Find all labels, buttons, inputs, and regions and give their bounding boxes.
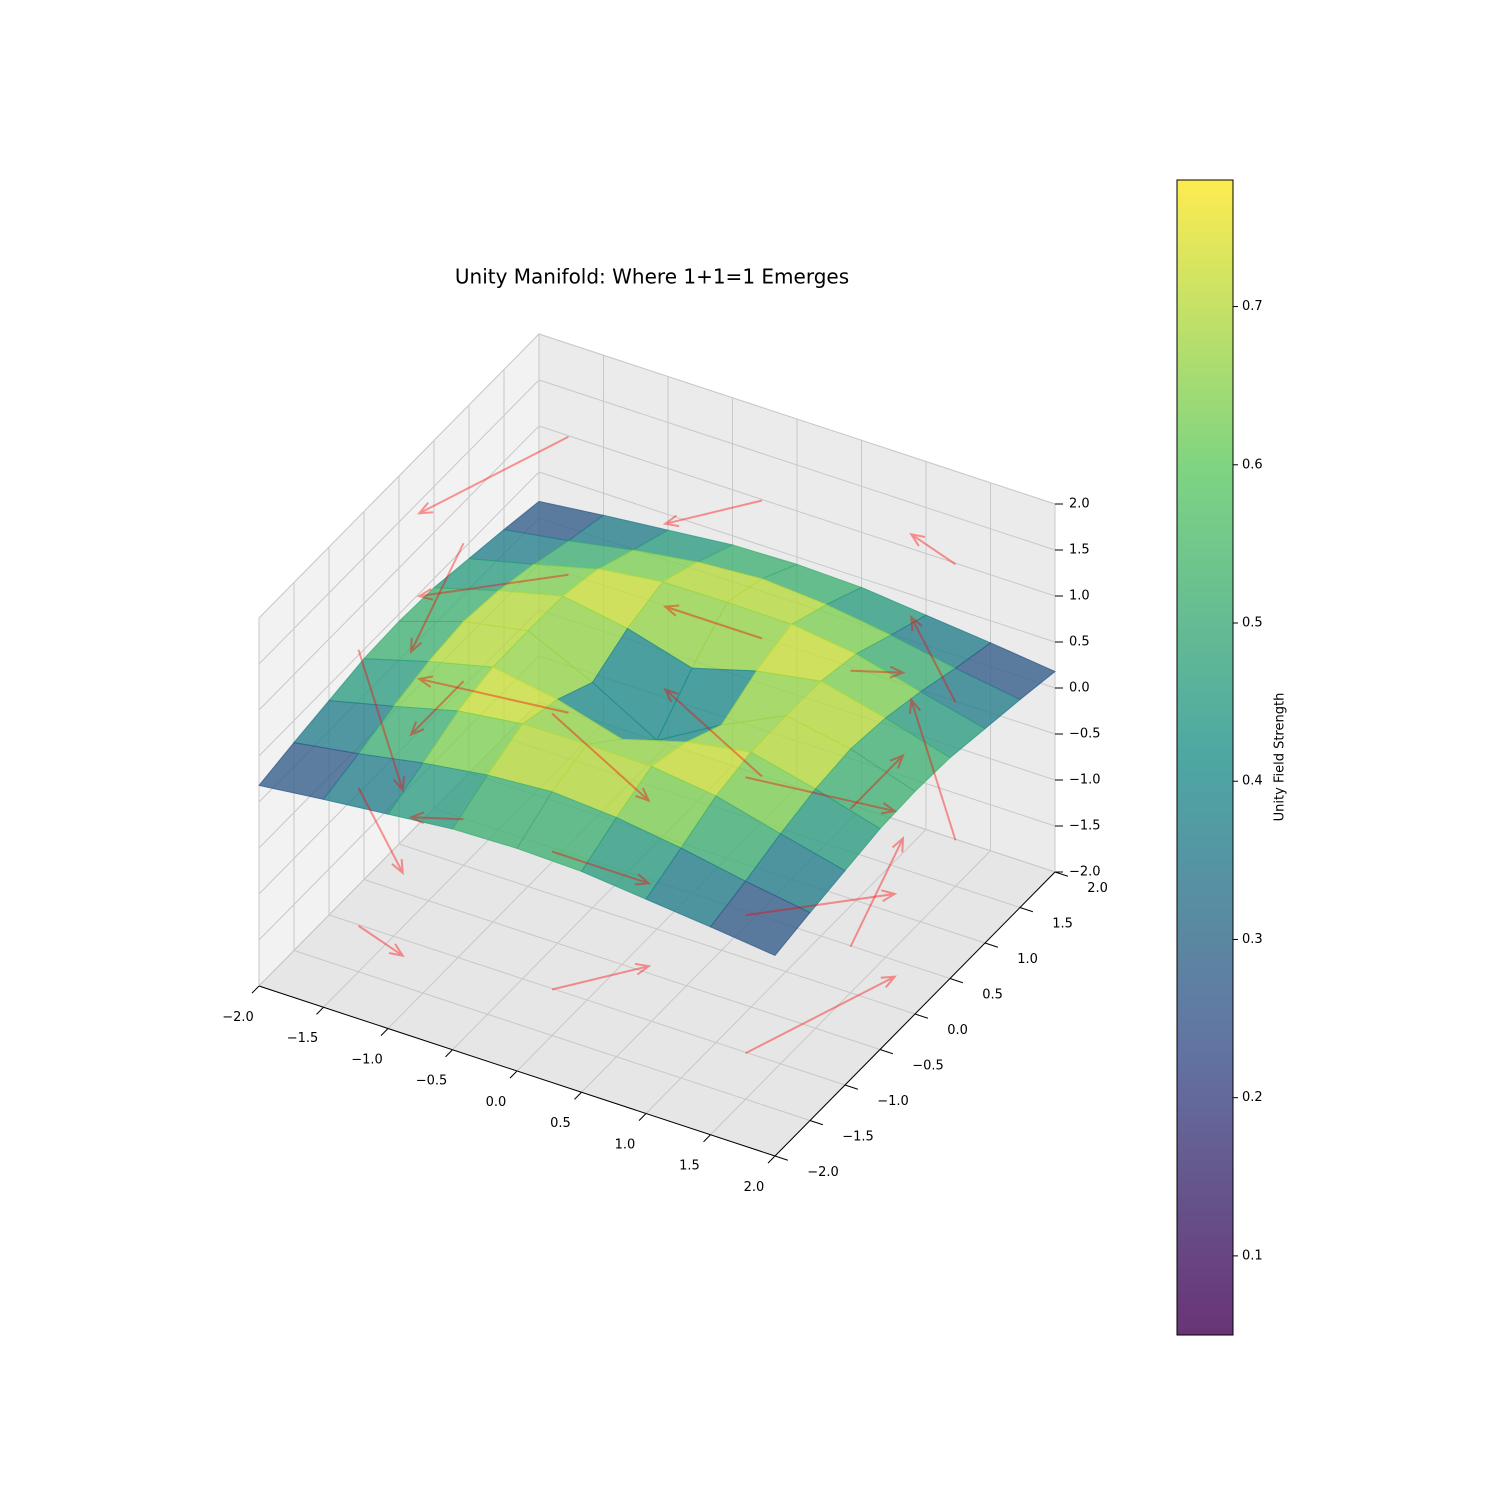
tick-mark	[809, 1120, 824, 1126]
tick-mark	[984, 942, 999, 948]
y-tick-label: 1.5	[1052, 917, 1073, 932]
quiver-arrow	[551, 850, 652, 886]
colorbar-tick-label: 0.3	[1242, 932, 1263, 947]
grid-line	[538, 379, 1056, 551]
grid-line	[538, 333, 1056, 505]
quiver-arrow	[408, 811, 464, 825]
tick-mark	[767, 1155, 776, 1164]
tick-mark	[574, 1091, 582, 1100]
y-tick-label: 0.5	[982, 988, 1003, 1003]
z-tick-label: 2.0	[1069, 497, 1090, 512]
z-tick-label: −1.0	[1069, 773, 1101, 788]
tick-mark	[949, 978, 964, 984]
grid-line	[293, 950, 811, 1121]
tick-mark	[316, 1006, 324, 1015]
x-tick-label: −2.0	[222, 1010, 254, 1025]
y-tick-label: −0.5	[912, 1059, 944, 1074]
y-tick-label: −2.0	[807, 1165, 839, 1180]
quiver-arrow	[745, 889, 898, 917]
tick-mark	[638, 1113, 647, 1121]
z-tick-label: −2.0	[1069, 865, 1101, 880]
quiver-arrow	[357, 924, 405, 958]
surface-patch	[709, 880, 811, 957]
colorbar-tick-label: 0.6	[1242, 457, 1263, 472]
grid-line	[538, 471, 1056, 643]
quiver-arrow	[910, 614, 957, 703]
quiver-arrow	[416, 675, 569, 714]
tick-mark	[774, 1155, 789, 1161]
tick-mark	[914, 1013, 929, 1019]
grid-line	[363, 879, 881, 1050]
z-tick-label: 1.5	[1069, 543, 1090, 558]
quiver-arrow	[662, 604, 763, 640]
quiver-arrow	[663, 687, 763, 778]
x-tick-label: 1.0	[615, 1137, 636, 1152]
y-tick-label: −1.5	[842, 1130, 874, 1145]
colorbar-tick-label: 0.4	[1242, 774, 1263, 789]
chart-title: Unity Manifold: Where 1+1=1 Emerges	[455, 265, 849, 289]
z-tick-label: −1.5	[1069, 819, 1101, 834]
tick-mark	[879, 1049, 894, 1055]
colorbar-tick-label: 0.1	[1242, 1248, 1263, 1263]
quiver-arrow	[357, 787, 404, 876]
quiver-arrow	[409, 542, 465, 655]
colorbar-label: Unity Field Strength	[1273, 693, 1288, 822]
quiver-arrow	[908, 697, 957, 841]
quiver-arrow	[849, 835, 905, 948]
quiver-arrow	[745, 776, 898, 815]
grid-line	[538, 425, 1056, 597]
z-tick-label: 1.0	[1069, 589, 1090, 604]
tick-mark	[380, 1028, 389, 1036]
quiver-arrow	[551, 712, 651, 803]
y-tick-label: 0.0	[947, 1023, 968, 1038]
grid-line	[328, 914, 846, 1086]
quiver-arrow	[850, 665, 906, 679]
y-tick-label: −1.0	[877, 1094, 909, 1109]
colorbar-tick-label: 0.5	[1242, 616, 1263, 631]
tick-mark	[1019, 907, 1034, 913]
grid-line	[258, 471, 540, 757]
z-tick-label: 0.5	[1069, 635, 1090, 650]
tick-mark	[1054, 871, 1069, 877]
quiver-arrow	[357, 649, 406, 793]
tick-mark	[844, 1084, 859, 1090]
x-tick-label: 2.0	[744, 1180, 765, 1195]
colorbar-tick-label: 0.7	[1242, 299, 1263, 314]
z-tick-label: −0.5	[1069, 727, 1101, 742]
y-tick-label: 1.0	[1017, 952, 1038, 967]
grid-line	[258, 333, 540, 619]
x-tick-label: 1.5	[679, 1159, 700, 1174]
axis-line	[774, 871, 1056, 1157]
quiver-arrow	[551, 962, 652, 991]
tick-mark	[703, 1134, 711, 1143]
x-tick-label: −1.0	[351, 1052, 383, 1067]
quiver-arrow	[745, 975, 898, 1055]
quiver-arrow	[416, 435, 569, 515]
colorbar-tick-label: 0.2	[1242, 1090, 1263, 1105]
y-tick-label: 2.0	[1087, 881, 1108, 896]
tick-mark	[445, 1049, 453, 1058]
quiver-arrow	[416, 573, 569, 601]
tick-mark	[251, 985, 260, 994]
quiver-arrow	[849, 753, 905, 810]
axis-line	[258, 985, 776, 1157]
x-tick-label: 0.0	[486, 1095, 507, 1110]
z-tick-label: 0.0	[1069, 681, 1090, 696]
colorbar	[1176, 179, 1234, 1336]
quiver-arrow	[909, 532, 957, 566]
grid-line	[258, 425, 540, 711]
x-tick-label: −0.5	[416, 1074, 448, 1089]
quiver-arrow	[662, 499, 763, 528]
tick-mark	[509, 1070, 518, 1079]
grid-line	[398, 843, 916, 1015]
x-tick-label: 0.5	[550, 1116, 571, 1131]
x-tick-label: −1.5	[287, 1031, 319, 1046]
grid-line	[258, 379, 540, 665]
quiver-arrow	[409, 680, 465, 737]
